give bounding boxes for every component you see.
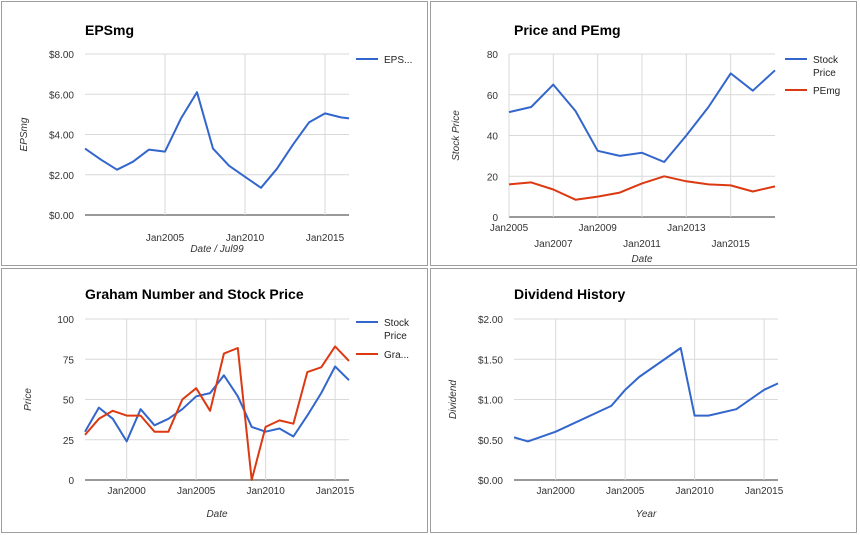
y-tick-label: 100 bbox=[57, 315, 74, 326]
legend-label: Price bbox=[384, 331, 407, 342]
y-tick-label: 40 bbox=[487, 132, 499, 143]
chart-panel-dividend: Dividend History $0.00 $0.50 $1.00 $1.50 $2.0… bbox=[430, 268, 857, 533]
x-axis-title: Date bbox=[631, 254, 653, 265]
x-tick-label: Jan2000 bbox=[107, 486, 146, 497]
x-tick-label: Jan2010 bbox=[246, 486, 285, 497]
x-tick-label: Jan2007 bbox=[534, 239, 573, 250]
x-tick-label: Jan2005 bbox=[146, 233, 185, 244]
chart-title: Graham Number and Stock Price bbox=[85, 286, 304, 302]
chart-panel-price-pemg: Price and PEmg 0 20 40 60 80 Jan2005 Jan2007 Jan… bbox=[430, 1, 857, 266]
chart-dividend: Dividend History $0.00 $0.50 $1.00 $1.50 $2.0… bbox=[448, 286, 784, 520]
y-tick-label: $8.00 bbox=[49, 50, 74, 61]
x-tick-label: Jan2011 bbox=[623, 239, 661, 250]
series-line-1 bbox=[84, 345, 350, 481]
series-line-0 bbox=[508, 69, 776, 163]
y-tick-label: $6.00 bbox=[49, 90, 74, 101]
chart-title: Price and PEmg bbox=[514, 22, 621, 38]
series-line-0 bbox=[513, 347, 779, 443]
x-tick-label: Jan2000 bbox=[536, 486, 575, 497]
legend-label: Gra... bbox=[384, 350, 409, 361]
x-tick-label: Jan2010 bbox=[226, 233, 265, 244]
y-tick-label: $2.00 bbox=[478, 315, 503, 326]
chart-panel-epsmg: EPSmg $0.00 $2.00 $4.00 $6.00 $8.00 Jan2005 Jan… bbox=[1, 1, 428, 266]
y-tick-label: 0 bbox=[492, 213, 498, 224]
chart-price-pemg: Price and PEmg 0 20 40 60 80 Jan2005 Jan2007 Jan… bbox=[451, 22, 840, 265]
y-tick-label: $1.00 bbox=[478, 396, 503, 407]
chart-graham: Graham Number and Stock Price 0 25 50 75 100 J… bbox=[23, 286, 410, 520]
series-line-0 bbox=[84, 365, 350, 443]
y-tick-label: $0.00 bbox=[478, 476, 503, 487]
chart-epsmg: EPSmg $0.00 $2.00 $4.00 $6.00 $8.00 Jan2005 Jan… bbox=[19, 22, 412, 255]
y-tick-label: $4.00 bbox=[49, 131, 74, 142]
y-tick-label: $2.00 bbox=[49, 171, 74, 182]
y-tick-label: 75 bbox=[63, 355, 75, 366]
y-tick-label: 80 bbox=[487, 50, 499, 61]
series-line-1 bbox=[508, 175, 776, 201]
y-tick-label: 20 bbox=[487, 172, 499, 183]
y-axis-title: Stock Price bbox=[451, 110, 462, 161]
legend-label: Stock bbox=[384, 318, 410, 329]
legend-label: Price bbox=[813, 68, 836, 79]
chart-panel-graham: Graham Number and Stock Price 0 25 50 75 100 J… bbox=[1, 268, 428, 533]
y-tick-label: 0 bbox=[68, 476, 74, 487]
x-tick-label: Jan2005 bbox=[490, 223, 529, 234]
x-tick-label: Jan2010 bbox=[675, 486, 714, 497]
y-axis-title: Dividend bbox=[448, 380, 459, 419]
y-tick-label: $0.00 bbox=[49, 211, 74, 222]
x-tick-label: Jan2013 bbox=[667, 223, 706, 234]
x-axis-title: Date bbox=[206, 509, 228, 520]
y-tick-label: $1.50 bbox=[478, 355, 503, 366]
legend-label: Stock bbox=[813, 55, 839, 66]
legend-label: PEmg bbox=[813, 86, 840, 97]
x-tick-label: Jan2015 bbox=[306, 233, 345, 244]
legend-label: EPS... bbox=[384, 55, 412, 66]
y-tick-label: $0.50 bbox=[478, 436, 503, 447]
x-axis-title: Year bbox=[636, 509, 657, 520]
chart-title: Dividend History bbox=[514, 286, 625, 302]
x-tick-label: Jan2005 bbox=[177, 486, 216, 497]
y-tick-label: 25 bbox=[63, 436, 75, 447]
x-tick-label: Jan2015 bbox=[316, 486, 355, 497]
x-tick-label: Jan2009 bbox=[578, 223, 617, 234]
y-axis-title: Price bbox=[23, 388, 34, 411]
chart-title: EPSmg bbox=[85, 22, 134, 38]
x-tick-label: Jan2015 bbox=[745, 486, 784, 497]
x-tick-label: Jan2005 bbox=[606, 486, 645, 497]
y-tick-label: 60 bbox=[487, 91, 499, 102]
series-line-0 bbox=[84, 91, 350, 189]
x-axis-title: Date / Jul99 bbox=[190, 244, 244, 255]
y-axis-title: EPSmg bbox=[19, 117, 30, 151]
y-tick-label: 50 bbox=[63, 396, 75, 407]
x-tick-label: Jan2015 bbox=[711, 239, 750, 250]
